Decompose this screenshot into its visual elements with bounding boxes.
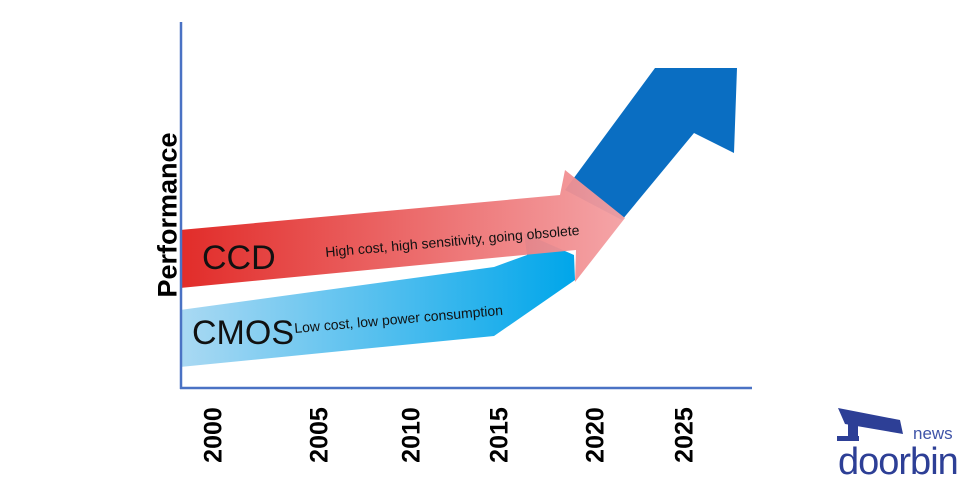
year-label: 2015 [485,407,514,463]
year-label: 2025 [670,407,699,463]
year-label: 2000 [199,407,228,463]
year-label: 2010 [397,407,426,463]
cmos-label: CMOS [192,314,294,352]
year-label: 2005 [305,407,334,463]
year-label: 2020 [581,407,610,463]
logo-wordmark: doorbin [838,441,959,483]
logo-news-text: news [913,424,953,443]
future-arrow [565,68,737,220]
security-camera-icon [837,408,903,441]
cmos-arrow [180,233,575,367]
ccd-label: CCD [202,239,276,277]
ccd-arrow [180,170,625,288]
y-axis-label: Performance [152,132,183,298]
